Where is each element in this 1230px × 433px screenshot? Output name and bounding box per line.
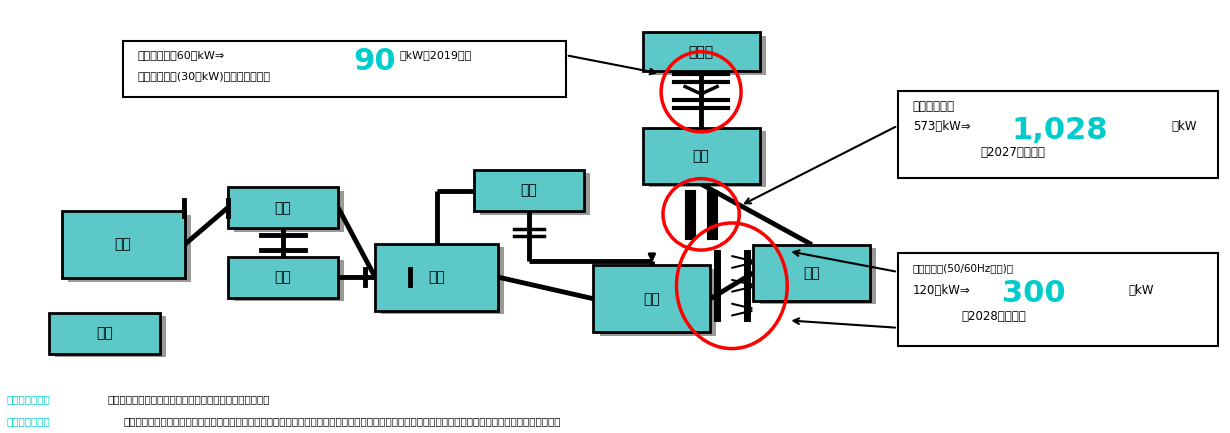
Text: 万kW（2019年）: 万kW（2019年） [400,50,472,60]
Text: レジリエンス：: レジリエンス： [6,394,50,404]
Text: 北海道: 北海道 [689,45,713,59]
Bar [898,253,1218,346]
Bar [898,91,1218,178]
Text: 中国: 中国 [274,201,292,215]
Text: 東北: 東北 [692,149,710,163]
Text: 関西: 関西 [428,270,445,284]
Text: 90: 90 [353,47,396,76]
Text: 沖縄: 沖縄 [96,326,113,340]
Bar [55,316,166,358]
Bar [375,243,498,311]
Bar [68,215,191,282]
Text: 東京中部間(50/60Hz変換)：: 東京中部間(50/60Hz変換)： [913,263,1014,273]
Text: 鄰接する電力会社の供給区域の系統設備を相互に接続する送電線、周波数変換装置、交流直流変換装置のことで、エリアを超えた電力の融通が可能になる。: 鄰接する電力会社の供給区域の系統設備を相互に接続する送電線、周波数変換装置、交流… [123,416,561,426]
Text: 573万kW⇒: 573万kW⇒ [913,120,970,133]
Text: 地域間連系線：: 地域間連系線： [6,416,50,426]
Bar [594,265,711,333]
Bar [760,248,876,304]
Bar [753,245,870,301]
Text: 300: 300 [1002,279,1066,308]
Text: 「強じん性」、あるいは「回復力」や「弾力性」を表す。: 「強じん性」、あるいは「回復力」や「弾力性」を表す。 [107,394,269,404]
Text: 1,028: 1,028 [1011,116,1107,145]
Text: （2027年予定）: （2027年予定） [980,146,1046,159]
Text: （更なる增強(30万kW)につき検討中）: （更なる增強(30万kW)につき検討中） [138,71,271,81]
Bar [480,173,590,214]
Bar [381,247,504,314]
Text: 中部: 中部 [643,292,661,306]
Bar [649,131,765,187]
Bar [600,268,716,336]
Text: 120万kW⇒: 120万kW⇒ [913,284,970,297]
Bar [62,211,184,278]
Bar [642,128,759,184]
Bar [49,313,160,354]
Text: 九州: 九州 [114,238,132,252]
Text: 関東: 関東 [803,266,820,280]
Bar [228,187,338,229]
Text: 四国: 四国 [274,270,292,284]
Text: 東北東京間：: 東北東京間： [913,100,954,113]
Text: 万kW: 万kW [1128,284,1154,297]
Bar [474,170,584,211]
Bar [234,260,344,301]
Bar [234,191,344,232]
Bar [123,41,566,97]
Text: 万kW: 万kW [1171,120,1197,133]
Text: 北本連系線：60万kW⇒: 北本連系線：60万kW⇒ [138,50,225,60]
Text: （2028年予定）: （2028年予定） [962,310,1027,323]
Text: 北陸: 北陸 [520,184,538,197]
Bar [642,32,759,71]
Bar [649,36,765,75]
Bar [228,256,338,298]
